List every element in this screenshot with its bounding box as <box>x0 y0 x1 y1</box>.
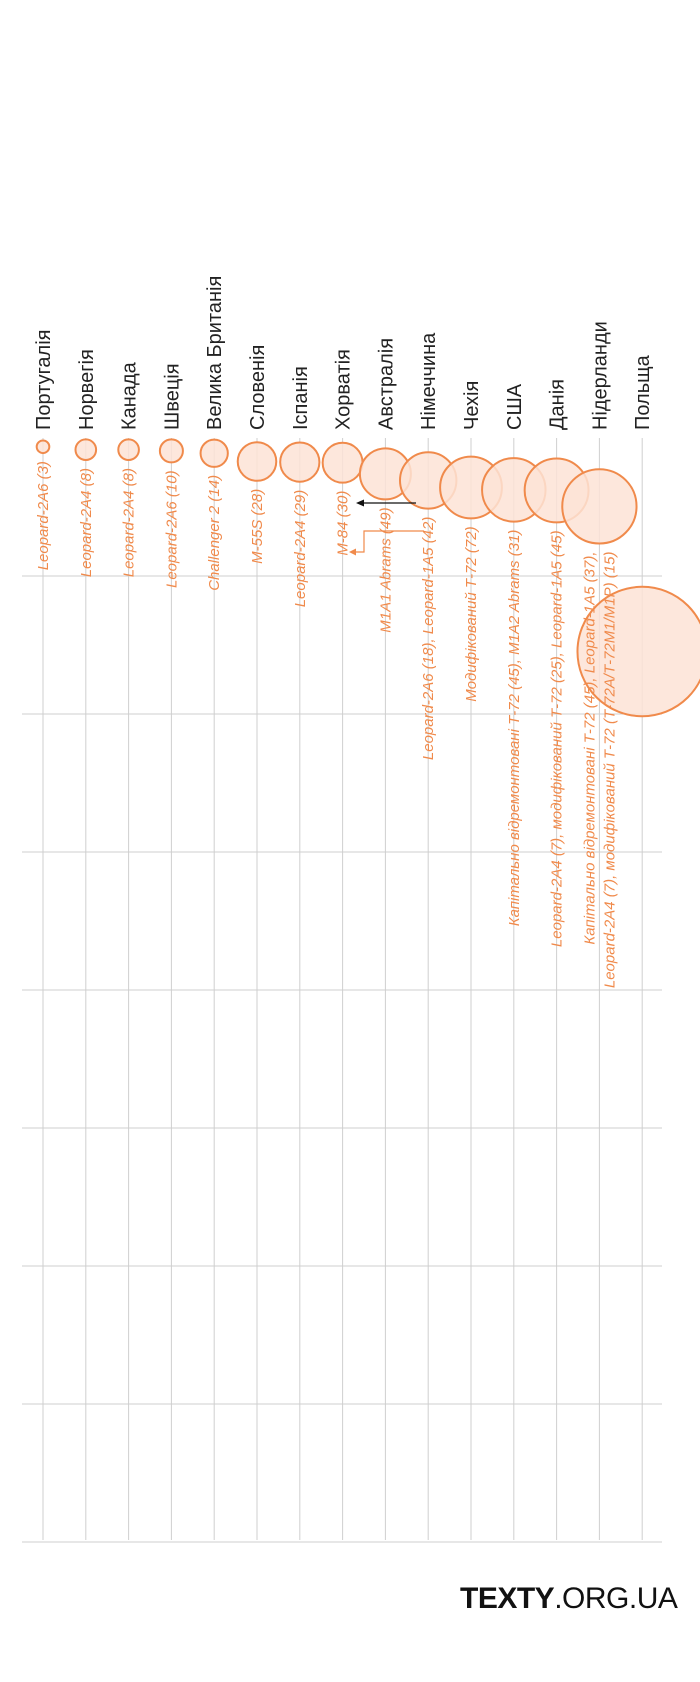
category-label: Велика Британія <box>204 276 226 430</box>
data-label: Challenger 2 (14) <box>206 475 223 591</box>
annotation-elbow-line <box>354 530 424 553</box>
grid-lines <box>22 438 662 1543</box>
category-label: Словенія <box>247 345 269 430</box>
brand-rest: .ORG.UA <box>554 1582 678 1615</box>
data-label: Leopard-2A6 (10) <box>163 470 180 588</box>
category-label: Данія <box>547 379 569 430</box>
data-label: M-84 (30) <box>335 491 352 556</box>
category-label: Польща <box>632 354 654 430</box>
country-labels: Португалія Норвегія Канада Швеція Велика Бри… <box>33 276 654 430</box>
category-label: Нідерланди <box>589 321 611 430</box>
bubble <box>74 438 98 462</box>
category-label: Чехія <box>461 381 483 430</box>
data-label: Leopard-2A4 (8) <box>78 468 95 577</box>
data-label: Leopard-2A4 (7), модифікований Т-72 (25)… <box>549 530 566 947</box>
category-label: Німеччина <box>418 332 440 430</box>
bubble <box>279 441 321 483</box>
data-label: Капітально відремонтовані Т-72 (45), Leo… <box>581 551 598 944</box>
category-label: Австралія <box>375 338 397 430</box>
data-label: Leopard-2A6 (3) <box>35 461 52 570</box>
category-label: Португалія <box>33 330 55 431</box>
data-label: Leopard-2A6 (18), Leopard-1A5 (42) <box>420 517 437 761</box>
data-label: Модифікований Т-72 (72) <box>463 526 480 701</box>
bubble <box>321 441 364 484</box>
category-label: США <box>504 383 526 430</box>
bubble <box>158 438 184 464</box>
tank-labels: Leopard-2A6 (3) Leopard-2A4 (8) Leopard-2A… <box>35 461 618 988</box>
category-label: Канада <box>119 361 141 430</box>
bubble <box>199 438 229 468</box>
bubble <box>561 468 638 545</box>
brand-logo: TEXTY.ORG.UA <box>460 1582 678 1616</box>
category-label: Норвегія <box>76 349 98 430</box>
bubble <box>576 585 700 718</box>
data-label: M1A1 Abrams (49) <box>377 507 394 632</box>
data-label: M-55S (28) <box>249 489 266 564</box>
bubbles <box>35 438 700 718</box>
bubble <box>35 439 51 455</box>
category-label: Хорватія <box>333 349 355 430</box>
category-label: Іспанія <box>290 366 312 430</box>
data-label: Капітально відремонтовані Т-72 (45), M1A… <box>506 530 523 927</box>
annotation-arrow-head <box>356 499 364 507</box>
bubble <box>117 438 140 462</box>
brand-bold: TEXTY <box>460 1582 555 1615</box>
data-label: Leopard-2A4 (29) <box>292 490 309 608</box>
category-label: Швеція <box>161 363 183 430</box>
data-label: Leopard-2A4 (8) <box>121 468 138 577</box>
data-label: Leopard-2A4 (7), модифікований Т-72 (Т-7… <box>601 551 618 988</box>
annotations <box>349 499 424 556</box>
bubble <box>236 441 278 482</box>
annotation-elbow-head <box>349 548 356 556</box>
